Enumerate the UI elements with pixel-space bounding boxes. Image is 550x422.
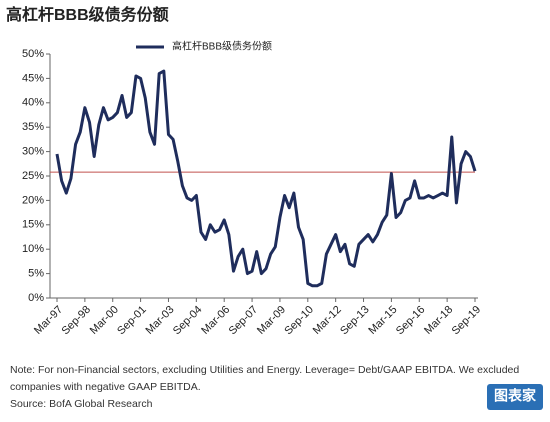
logo: 图表家	[494, 388, 537, 404]
y-tick-label: 20%	[22, 194, 44, 206]
y-tick-label: 10%	[22, 243, 44, 255]
note: companies with negative GAAP EBITDA.	[10, 381, 201, 393]
note: Source: BofA Global Research	[10, 398, 153, 410]
chart-title: 高杠杆BBB级债务份额	[6, 5, 169, 24]
y-tick-label: 25%	[22, 170, 44, 182]
y-tick-label: 45%	[22, 72, 44, 84]
y-tick-label: 15%	[22, 219, 44, 231]
y-tick-label: 5%	[28, 268, 44, 280]
data-line	[55, 69, 477, 288]
legend-label: 高杠杆BBB级债务份额	[172, 40, 272, 53]
note: Note: For non-Financial sectors, excludi…	[10, 364, 519, 376]
y-tick-label: 30%	[22, 146, 44, 158]
y-tick-label: 0%	[28, 292, 44, 304]
logo-box	[487, 384, 543, 410]
y-tick-label: 35%	[22, 121, 44, 133]
y-tick-label: 40%	[22, 97, 44, 109]
y-tick-label: 50%	[22, 48, 44, 60]
